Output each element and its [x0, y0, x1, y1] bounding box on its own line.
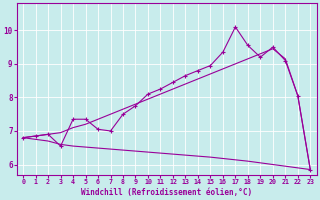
X-axis label: Windchill (Refroidissement éolien,°C): Windchill (Refroidissement éolien,°C)	[81, 188, 252, 197]
